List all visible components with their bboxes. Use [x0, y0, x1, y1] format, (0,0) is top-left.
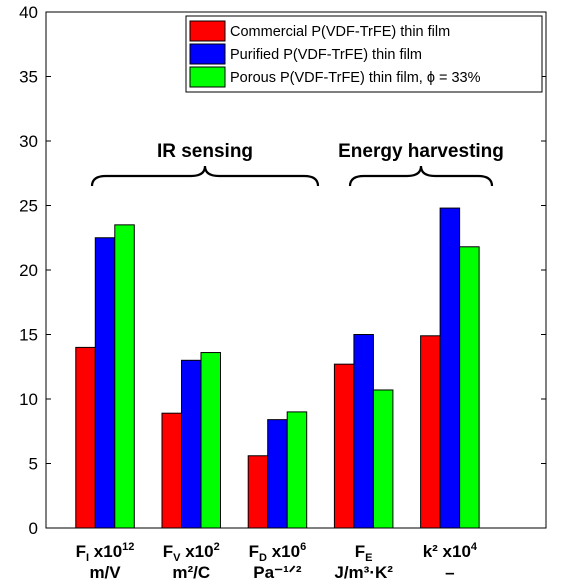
legend-label: Commercial P(VDF-TrFE) thin film	[230, 24, 450, 40]
y-tick-label: 20	[19, 261, 38, 280]
bar-series-0-cat-2	[247, 455, 269, 529]
annotation-brace	[90, 165, 320, 187]
y-tick-label: 10	[19, 390, 38, 409]
bar-series-1-cat-1	[180, 359, 202, 529]
y-tick-label: 40	[19, 3, 38, 22]
x-tick-label-line2: –	[445, 563, 454, 582]
x-tick-label-line1: FV x102	[163, 541, 220, 564]
x-tick-label-line2: m²/C	[172, 563, 210, 582]
y-tick-label: 35	[19, 68, 38, 87]
legend-box	[185, 15, 543, 93]
x-tick-label-line1: FD x106	[249, 541, 307, 564]
legend-item-2: Porous P(VDF-TrFE) thin film, ϕ = 33%	[189, 66, 481, 88]
legend-swatch	[189, 43, 226, 65]
y-tick-label: 0	[29, 519, 38, 538]
bar-series-1-cat-0	[94, 237, 116, 529]
bar-series-0-cat-4	[420, 335, 441, 529]
y-tick-label: 5	[29, 455, 38, 474]
y-axis: 0 5 10 15 20 25 30 35 40	[19, 3, 546, 538]
annotations-group: IR sensing Energy harvesting	[90, 141, 504, 187]
annotation-label: IR sensing	[157, 141, 253, 162]
bar-series-1-cat-4	[439, 207, 461, 529]
x-tick-label-line1: FI x1012	[76, 541, 135, 564]
annotation-label: Energy harvesting	[338, 141, 504, 162]
bar-series-2-cat-4	[459, 246, 480, 529]
legend-item-0: Commercial P(VDF-TrFE) thin film	[189, 20, 450, 42]
annotation-brace	[348, 165, 494, 187]
x-tick-label-line1: FE	[355, 542, 373, 564]
x-tick-label-line2: Pa⁻¹ᐟ²	[253, 563, 302, 582]
bar-series-2-cat-3	[372, 389, 394, 529]
y-tick-label: 25	[19, 197, 38, 216]
x-tick-label-line1: k² x104	[423, 541, 478, 561]
y-tick-label: 15	[19, 326, 38, 345]
legend-swatch	[189, 20, 226, 42]
bar-series-1-cat-2	[267, 419, 288, 529]
bars-group	[75, 207, 480, 529]
bar-series-2-cat-1	[200, 352, 221, 529]
legend-swatch	[189, 66, 226, 88]
legend: Commercial P(VDF-TrFE) thin film Purified…	[185, 15, 543, 93]
x-tick-label-3: FEJ/m³·K²	[334, 542, 393, 582]
legend-item-1: Purified P(VDF-TrFE) thin film	[189, 43, 422, 65]
bar-series-2-cat-2	[286, 411, 308, 529]
x-tick-label-line2: J/m³·K²	[334, 563, 393, 582]
legend-label: Purified P(VDF-TrFE) thin film	[230, 47, 422, 63]
bar-series-1-cat-3	[353, 334, 374, 529]
legend-label: Porous P(VDF-TrFE) thin film, ϕ = 33%	[230, 70, 481, 86]
annotation-1: Energy harvesting	[338, 141, 504, 187]
bar-series-0-cat-1	[161, 412, 182, 529]
x-tick-label-4: k² x104 –	[423, 541, 478, 582]
y-tick-label: 30	[19, 132, 38, 151]
x-tick-label-line2: m/V	[89, 563, 121, 582]
bar-series-2-cat-0	[114, 224, 135, 529]
annotation-0: IR sensing	[90, 141, 320, 187]
bar-series-0-cat-3	[333, 363, 355, 529]
bar-series-0-cat-0	[75, 346, 96, 529]
